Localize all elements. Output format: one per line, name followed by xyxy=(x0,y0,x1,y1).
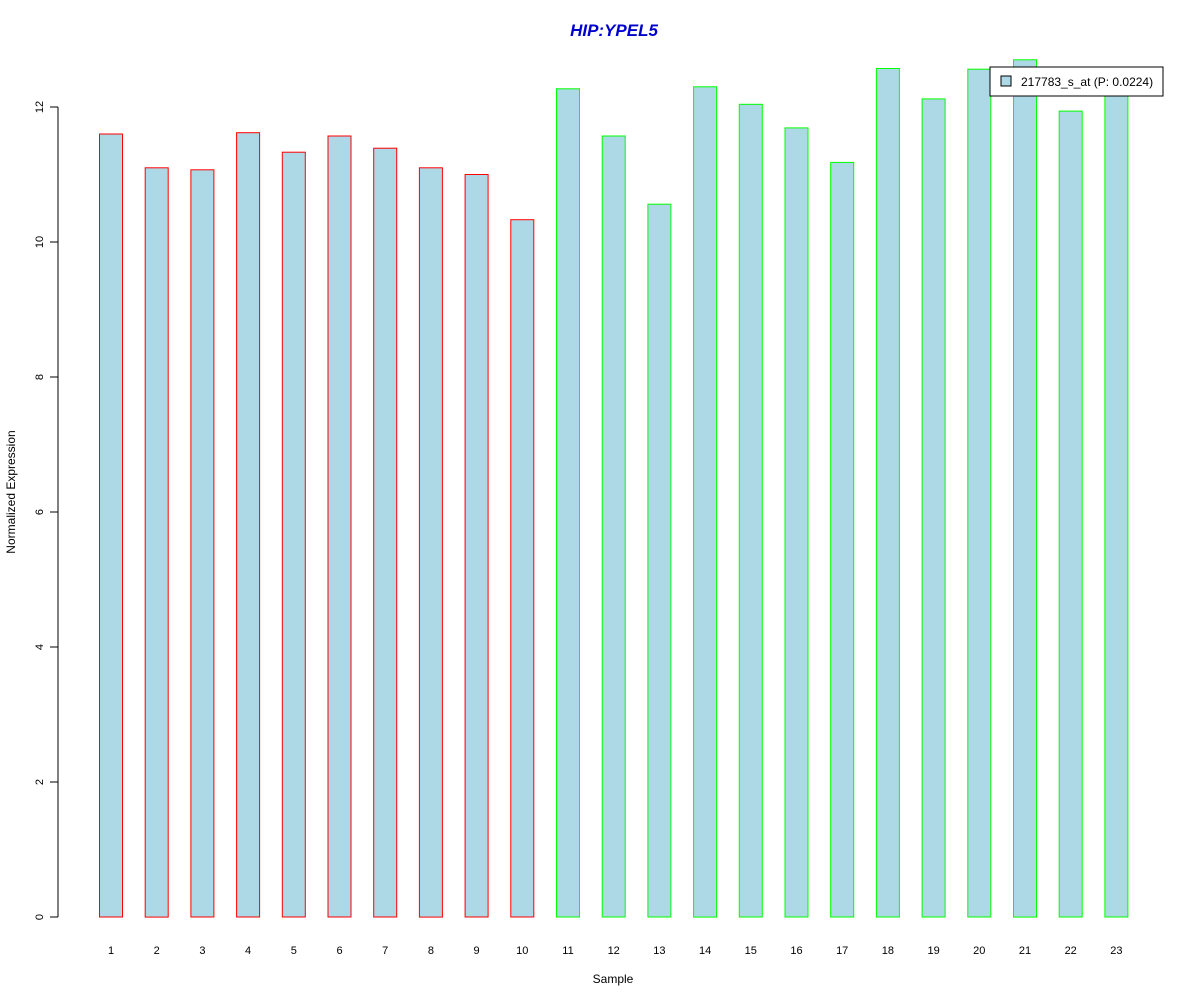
bar-sample-9 xyxy=(464,174,489,918)
x-tick-label: 8 xyxy=(428,945,434,957)
y-tick-label: 8 xyxy=(34,374,46,380)
x-axis-label: Sample xyxy=(593,972,634,986)
bar-sample-16 xyxy=(784,127,809,918)
x-tick-label: 13 xyxy=(653,945,665,957)
bar-sample-20 xyxy=(967,68,992,918)
x-tick-label: 6 xyxy=(336,945,342,957)
x-tick-label: 10 xyxy=(516,945,528,957)
bar-sample-11 xyxy=(556,88,580,918)
x-tick-label: 21 xyxy=(1019,945,1031,957)
x-tick-label: 7 xyxy=(382,945,388,957)
bar-sample-5 xyxy=(281,151,306,918)
x-tick-label: 16 xyxy=(790,945,802,957)
bar-sample-13 xyxy=(647,203,672,918)
bar-sample-8 xyxy=(418,167,443,918)
x-axis-tick-labels: 1 2 3 4 5 6 7 8 9 10 11 12 13 14 15 16 17 18 19 20 21 22 23 xyxy=(108,945,1123,957)
x-tick-label: 15 xyxy=(745,945,757,957)
bar-sample-10 xyxy=(510,219,535,918)
x-tick-label: 11 xyxy=(562,945,573,957)
bar-sample-12 xyxy=(601,135,626,918)
legend-box xyxy=(989,66,1164,97)
y-tick-label: 2 xyxy=(34,779,46,785)
x-tick-label: 20 xyxy=(973,945,985,957)
bar-sample-7 xyxy=(373,147,398,918)
bar-sample-4 xyxy=(236,132,261,918)
bar-sample-19 xyxy=(921,98,946,918)
chart-title: HIP:YPEL5 xyxy=(570,21,658,40)
legend-swatch xyxy=(1000,75,1012,87)
x-tick-label: 2 xyxy=(154,945,160,957)
x-tick-label: 4 xyxy=(245,945,251,957)
legend: 217783_s_at (P: 0.0224) xyxy=(989,66,1164,97)
bar-sample-15 xyxy=(738,103,763,918)
y-tick-label: 4 xyxy=(34,644,46,650)
y-tick-label: 6 xyxy=(34,509,46,515)
y-axis: 0 2 4 6 8 10 12 xyxy=(34,101,59,920)
bar-sample-3 xyxy=(190,169,215,918)
bar-sample-6 xyxy=(327,135,352,918)
x-tick-label: 9 xyxy=(474,945,480,957)
y-axis-label: Normalized Expression xyxy=(4,430,18,553)
bar-sample-1 xyxy=(99,133,123,918)
legend-series-label: 217783_s_at (P: 0.0224) xyxy=(1021,75,1153,89)
x-tick-label: 12 xyxy=(608,945,620,957)
y-tick-label: 0 xyxy=(34,914,46,920)
x-tick-label: 3 xyxy=(199,945,205,957)
bar-sample-2 xyxy=(144,167,169,918)
x-tick-label: 14 xyxy=(699,945,711,957)
x-tick-label: 1 xyxy=(108,945,114,957)
y-tick-label: 12 xyxy=(34,101,46,113)
x-tick-label: 18 xyxy=(882,945,894,957)
bars xyxy=(99,59,1129,918)
x-tick-label: 5 xyxy=(291,945,297,957)
bar-sample-21 xyxy=(1013,59,1037,918)
x-tick-label: 17 xyxy=(836,945,848,957)
bar-sample-18 xyxy=(875,68,900,918)
x-tick-label: 23 xyxy=(1110,945,1122,957)
x-tick-label: 22 xyxy=(1065,945,1077,957)
x-tick-label: 19 xyxy=(927,945,939,957)
y-tick-label: 10 xyxy=(34,236,46,248)
bar-sample-23 xyxy=(1104,83,1129,918)
bar-sample-17 xyxy=(830,161,855,918)
bar-sample-14 xyxy=(693,86,718,918)
bar-sample-22 xyxy=(1058,110,1083,918)
